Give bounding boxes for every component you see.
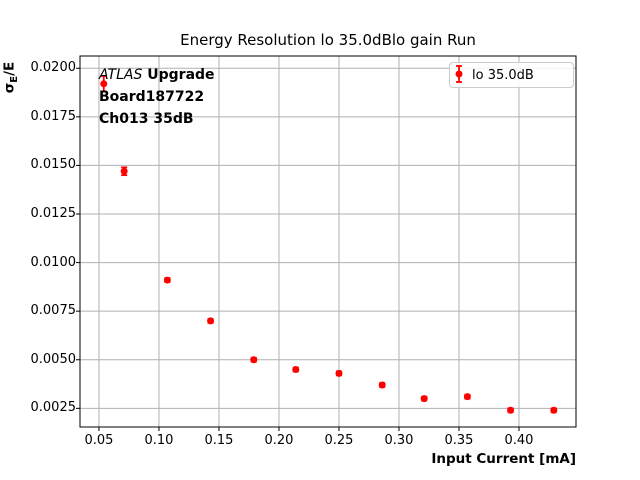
annotation-block: ATLAS Upgrade Board187722 Ch013 35dB: [99, 64, 215, 130]
x-tick-label: 0.15: [204, 433, 234, 448]
chart-title: Energy Resolution lo 35.0dBlo gain Run: [180, 31, 476, 49]
axes-frame: [79, 55, 577, 428]
x-axis-label: Input Current [mA]: [431, 451, 576, 467]
data-point: [120, 167, 128, 175]
annotation-line-3: Ch013 35dB: [99, 111, 194, 127]
data-point: [550, 406, 558, 414]
data-point: [420, 395, 428, 403]
data-point: [507, 406, 515, 414]
legend: lo 35.0dB: [449, 62, 574, 88]
data-point: [292, 365, 300, 373]
data-point: [100, 80, 108, 88]
annotation-upgrade: Upgrade: [147, 67, 215, 83]
legend-label: lo 35.0dB: [472, 67, 534, 83]
data-point: [250, 356, 258, 364]
x-tick-label: 0.10: [144, 433, 174, 448]
y-tick-label: 0.0125: [30, 206, 77, 221]
errorbar-marker-icon: [455, 65, 463, 83]
y-tick-label: 0.0200: [30, 60, 77, 76]
x-tick-label: 0.05: [84, 433, 114, 448]
y-tick-label: 0.0025: [30, 400, 77, 416]
annotation-atlas: ATLAS: [99, 67, 143, 83]
ylabel-sigma: σ: [1, 82, 18, 94]
x-tick-label: 0.20: [264, 433, 294, 448]
data-point: [163, 276, 171, 284]
y-tick-label: 0.0075: [30, 303, 77, 319]
y-tick-label: 0.0175: [30, 108, 77, 124]
x-tick-label: 0.25: [324, 433, 354, 448]
ylabel-subscript: E: [9, 75, 21, 83]
y-tick-label: 0.0100: [30, 254, 77, 270]
data-point: [463, 393, 471, 401]
x-tick-label: 0.40: [504, 433, 534, 448]
data-point: [378, 381, 386, 389]
y-axis-label: σE/E: [1, 48, 21, 108]
data-point: [335, 369, 343, 377]
x-tick-label: 0.35: [444, 433, 474, 448]
data-point: [207, 317, 215, 325]
x-tick-label: 0.30: [384, 433, 414, 448]
annotation-line-1: ATLAS Upgrade: [99, 64, 215, 86]
y-tick-label: 0.0150: [30, 157, 77, 173]
y-tick-label: 0.0050: [30, 351, 77, 367]
annotation-line-2: Board187722: [99, 89, 205, 105]
